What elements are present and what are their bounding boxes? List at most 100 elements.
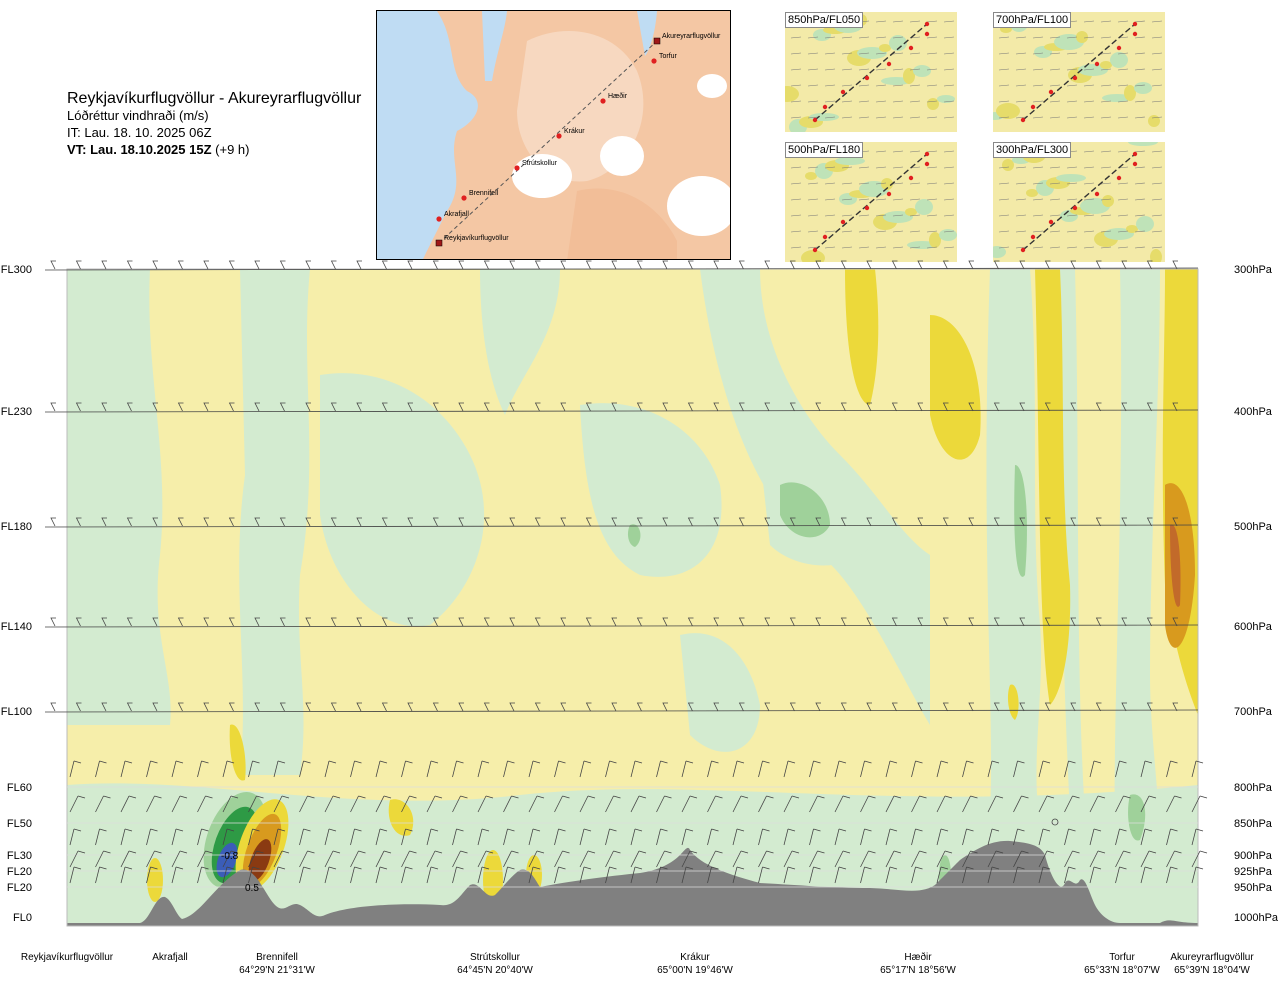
thumb-barb bbox=[1151, 198, 1163, 201]
wind-barb bbox=[171, 866, 177, 884]
thumb-barb bbox=[909, 52, 921, 55]
wind-barb bbox=[1064, 850, 1073, 868]
wind-barb-flag bbox=[1170, 760, 1178, 764]
thumb-barb bbox=[926, 84, 938, 87]
wind-barb bbox=[1019, 617, 1025, 627]
wind-barb-flag bbox=[511, 850, 519, 854]
thumb-barb bbox=[841, 166, 853, 169]
wind-barb bbox=[1044, 617, 1051, 627]
wind-barb-flag bbox=[379, 760, 388, 764]
thumb-route-point bbox=[1030, 104, 1036, 110]
wind-barb bbox=[866, 402, 872, 412]
thumb-barb bbox=[1049, 36, 1061, 39]
thumb-barb bbox=[824, 100, 836, 103]
thumb-barb bbox=[807, 246, 819, 249]
wind-barb-flag bbox=[150, 760, 158, 764]
wind-barb-flag bbox=[460, 850, 468, 854]
wind-barb-flag bbox=[456, 828, 464, 832]
wind-barb-flag bbox=[889, 828, 898, 832]
wind-barb-flag bbox=[685, 866, 694, 870]
wind-barb-flag bbox=[711, 866, 719, 870]
thumb-barb bbox=[909, 214, 921, 217]
wind-barb bbox=[146, 828, 151, 846]
wind-barb-flag bbox=[1170, 866, 1178, 870]
thumb-field-blob bbox=[996, 103, 1020, 119]
wind-barb bbox=[860, 760, 865, 778]
wind-barb bbox=[324, 828, 330, 846]
wind-barb-flag bbox=[638, 850, 647, 854]
wind-barb-flag bbox=[405, 828, 413, 832]
wind-barb bbox=[554, 828, 559, 846]
thumb-barb bbox=[1151, 150, 1163, 153]
thumb-barb bbox=[926, 150, 938, 153]
wind-barb-flag bbox=[532, 828, 541, 832]
thumb-field-blob bbox=[879, 44, 891, 52]
wind-barb-flag bbox=[1123, 795, 1131, 799]
thumb-barb bbox=[1151, 68, 1163, 71]
wind-barb bbox=[962, 795, 971, 813]
wind-barb-flag bbox=[485, 850, 494, 854]
wind-barb bbox=[605, 866, 610, 884]
wind-barb bbox=[101, 617, 107, 627]
wind-barb bbox=[1070, 617, 1076, 627]
wind-barb bbox=[126, 260, 133, 270]
wind-barb bbox=[152, 617, 158, 627]
wind-barb bbox=[75, 617, 82, 627]
wind-barb-flag bbox=[940, 760, 949, 764]
wind-barb bbox=[324, 795, 334, 813]
thumb-850[interactable]: 850hPa/FL050 bbox=[785, 12, 957, 132]
thumb-barb bbox=[1083, 100, 1095, 103]
thumb-barb bbox=[892, 84, 904, 87]
thumb-500[interactable]: 500hPa/FL180 bbox=[785, 142, 957, 262]
wind-barb-flag bbox=[838, 866, 847, 870]
route-map-svg: Akureyrarflugvöllur Torfur Hæðir Krákur Strú… bbox=[377, 11, 730, 259]
wind-barb bbox=[401, 760, 406, 778]
wind-barb-flag bbox=[226, 828, 235, 832]
map-point-label: Strútskollur bbox=[522, 160, 558, 167]
thumb-barb bbox=[1015, 100, 1027, 103]
thumb-barb bbox=[892, 20, 904, 23]
level-labels: FL300 300hPa FL230 400hPa FL180 500hPa FL140 60… bbox=[1, 264, 1279, 924]
wind-barb-flag bbox=[307, 795, 315, 799]
wind-barb-flag bbox=[281, 795, 290, 799]
wind-barb bbox=[1089, 760, 1095, 778]
wind-barb bbox=[305, 517, 311, 527]
wind-barb bbox=[1166, 828, 1171, 846]
wind-barb bbox=[279, 402, 286, 412]
thumb-850-svg bbox=[785, 12, 957, 132]
wind-barb bbox=[783, 760, 789, 778]
wind-barb-flag bbox=[868, 850, 876, 854]
thumb-barb bbox=[943, 116, 955, 119]
wind-barb bbox=[968, 260, 974, 270]
wind-barb bbox=[101, 260, 107, 270]
wind-barb bbox=[917, 702, 923, 712]
wind-barb bbox=[687, 617, 694, 627]
thumb-700[interactable]: 700hPa/FL100 bbox=[993, 12, 1165, 132]
thumb-barb bbox=[1100, 100, 1112, 103]
thumb-barb bbox=[1100, 36, 1112, 39]
wind-barb bbox=[1121, 617, 1127, 627]
thumb-barb bbox=[1117, 100, 1129, 103]
thumb-barb bbox=[1015, 198, 1027, 201]
wind-barb bbox=[758, 866, 763, 884]
thumb-barb bbox=[1083, 182, 1095, 185]
thumb-barb bbox=[841, 230, 853, 233]
thumb-barb bbox=[790, 166, 802, 169]
wind-barb bbox=[681, 828, 687, 846]
thumb-300[interactable]: 300hPa/FL300 bbox=[993, 142, 1165, 262]
wind-barb bbox=[432, 517, 439, 527]
wind-barb bbox=[834, 866, 840, 884]
flight-level-label: FL50 bbox=[7, 818, 32, 830]
wind-barb-flag bbox=[205, 850, 213, 854]
wind-barb bbox=[1121, 260, 1127, 270]
thumb-field-blob bbox=[993, 246, 1006, 258]
wind-barb bbox=[764, 402, 770, 412]
wind-barb bbox=[968, 617, 974, 627]
thumb-barb bbox=[824, 182, 836, 185]
wind-barb bbox=[1064, 866, 1069, 884]
wind-barb-flag bbox=[405, 866, 413, 870]
wind-barb bbox=[279, 702, 286, 712]
thumb-barb bbox=[1151, 100, 1163, 103]
wind-barb bbox=[713, 260, 719, 270]
map-point-marker bbox=[556, 133, 562, 139]
